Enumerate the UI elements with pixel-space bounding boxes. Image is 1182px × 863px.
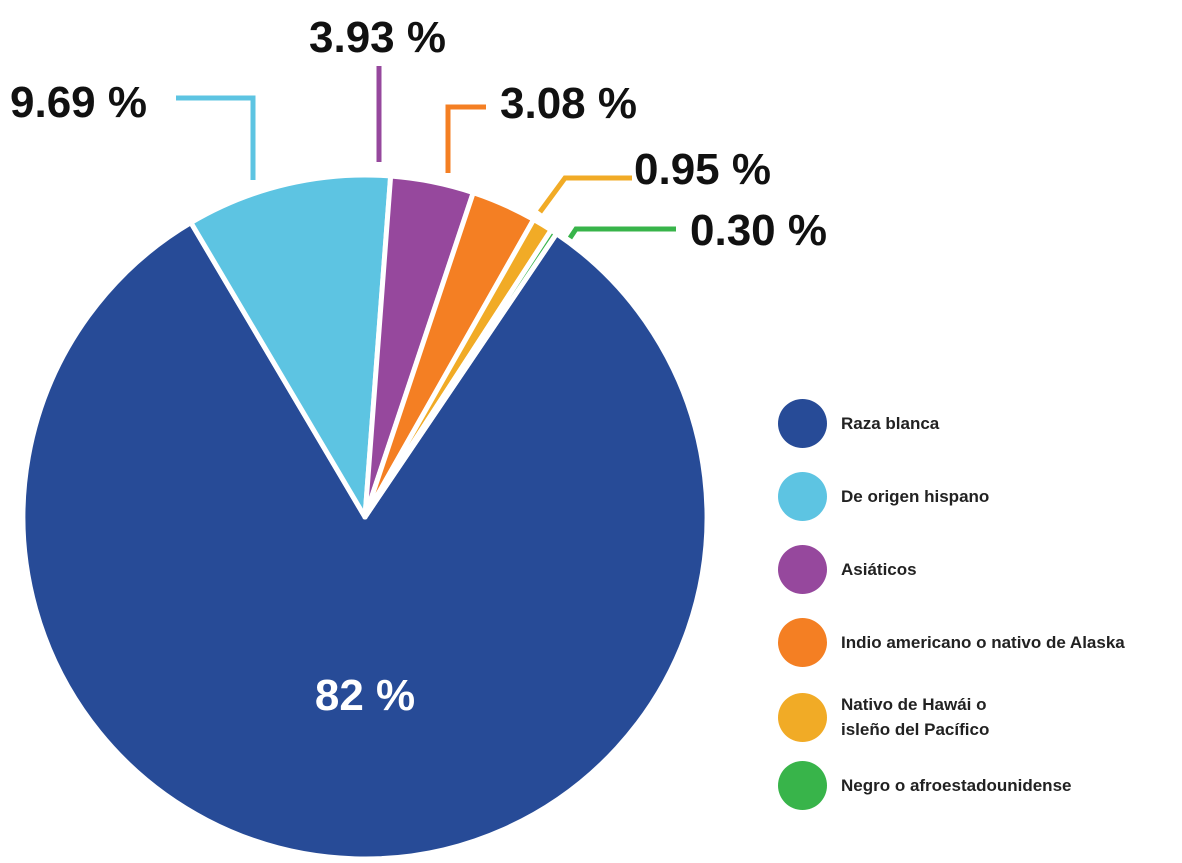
leader-line-negro-o-afroestadounidense (567, 226, 676, 240)
leader-line-indio-americano (445, 104, 486, 173)
legend-label-de-origen-hispano: De origen hispano (841, 486, 990, 506)
pie-slices (20, 172, 710, 862)
legend-label-asiaticos: Asiáticos (841, 559, 917, 579)
slice-label-asiaticos: 3.93 % (309, 13, 446, 62)
legend-swatch-negro-o-afroestadounidense (778, 760, 827, 810)
legend-swatch-nativo-de-hawai (778, 692, 827, 742)
slice-label-de-origen-hispano: 9.69 % (10, 78, 147, 127)
slice-label-negro-o-afroestadounidense: 0.30 % (690, 206, 827, 255)
legend-item-asiaticos: Asiáticos (778, 544, 917, 594)
legend-item-de-origen-hispano: De origen hispano (778, 471, 989, 521)
slice-label-nativo-de-hawai: 0.95 % (634, 145, 771, 194)
legend-item-indio-americano: Indio americano o nativo de Alaska (778, 617, 1125, 667)
legend-item-negro-o-afroestadounidense: Negro o afroestadounidense (778, 760, 1071, 810)
legend-label-raza-blanca: Raza blanca (841, 413, 940, 433)
slice-label-indio-americano: 3.08 % (500, 79, 637, 128)
leader-lines (176, 66, 676, 240)
legend-item-raza-blanca: Raza blanca (778, 398, 939, 448)
legend-swatch-indio-americano (778, 617, 827, 667)
legend-swatch-raza-blanca (778, 398, 827, 448)
slice-labels: 82 % 9.69 % 3.93 % 3.08 % 0.95 % 0.30 % (10, 13, 827, 720)
legend-label-indio-americano: Indio americano o nativo de Alaska (841, 632, 1125, 652)
slice-de-origen-hispano (188, 172, 394, 520)
leader-line-de-origen-hispano (176, 95, 256, 180)
legend-swatch-asiaticos (778, 544, 827, 594)
legend-item-nativo-de-hawai: Nativo de Hawái o isleño del Pacífico (778, 692, 989, 742)
leader-line-nativo-de-hawai (537, 175, 632, 214)
legend-swatch-de-origen-hispano (778, 471, 827, 521)
legend-label-nativo-de-hawai: Nativo de Hawái o isleño del Pacífico (841, 695, 990, 739)
slice-raza-blanca (20, 220, 710, 862)
slice-label-raza-blanca: 82 % (315, 671, 415, 720)
slice-negro-o-afroestadounidense (362, 227, 560, 520)
legend-label-negro-o-afroestadounidense: Negro o afroestadounidense (841, 775, 1072, 795)
